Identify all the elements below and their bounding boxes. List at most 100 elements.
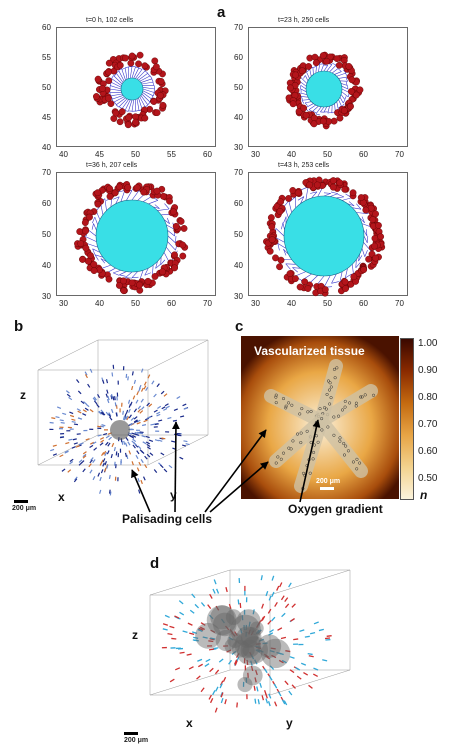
cell-marker	[57, 407, 61, 409]
panel-a-xtick: 30	[251, 150, 260, 159]
cell-marker	[85, 408, 88, 410]
cell-marker	[269, 596, 271, 601]
cell-marker	[143, 442, 146, 444]
panel-a-ytick: 70	[42, 168, 51, 177]
cell-marker	[281, 596, 284, 600]
cell-marker	[189, 667, 193, 669]
cell-marker	[209, 695, 211, 699]
cell-marker	[342, 279, 348, 285]
cell-marker	[255, 699, 256, 704]
cell-marker	[83, 410, 86, 412]
cell-marker	[147, 454, 150, 457]
cell-marker	[78, 411, 82, 413]
cell-marker	[178, 218, 184, 224]
cell-marker	[292, 604, 296, 608]
cell-marker	[95, 76, 101, 82]
panel-a-ytick: 50	[42, 83, 51, 92]
cell-marker	[135, 61, 141, 67]
cell-marker	[300, 105, 306, 111]
cell-marker	[116, 451, 117, 455]
cell-marker	[129, 451, 130, 455]
box-edge	[148, 435, 208, 465]
cell-marker	[320, 52, 326, 58]
cell-marker	[134, 380, 135, 384]
panel-c-scalebar-label: 200 μm	[316, 478, 340, 485]
cell-marker	[129, 400, 130, 404]
cell-marker	[305, 63, 311, 69]
cell-marker	[305, 636, 310, 637]
sphere-blob	[241, 636, 268, 663]
cell-marker	[71, 419, 75, 420]
cell-marker	[136, 282, 142, 288]
cell-marker	[61, 423, 65, 424]
cell-marker	[115, 402, 116, 406]
cell-marker	[108, 443, 110, 446]
cell-marker	[342, 285, 348, 291]
cell-marker	[158, 78, 164, 84]
cell-marker	[370, 216, 376, 222]
cell-marker	[289, 583, 292, 587]
cell-marker	[70, 462, 73, 464]
cell-marker	[78, 391, 81, 394]
cell-marker	[295, 190, 301, 196]
panel-label-c: c	[235, 318, 243, 335]
cell-marker	[103, 458, 105, 462]
cell-marker	[62, 413, 66, 414]
cell-marker	[297, 676, 301, 679]
cell-marker	[325, 638, 330, 639]
cell-marker	[122, 55, 128, 61]
cell-marker	[160, 193, 166, 199]
cell-marker	[171, 638, 176, 639]
cell-marker	[349, 77, 355, 83]
cell-marker	[73, 439, 77, 440]
cell-marker	[183, 404, 187, 406]
cell-marker	[145, 456, 148, 459]
cell-marker	[226, 587, 227, 592]
cell-marker	[131, 418, 134, 421]
cell-marker	[105, 468, 106, 472]
cell-marker	[77, 380, 79, 383]
panel-c-heatmap	[241, 336, 411, 499]
cell-marker	[82, 414, 86, 416]
cell-marker	[83, 452, 86, 454]
cell-marker	[269, 701, 271, 706]
cell-marker	[330, 177, 336, 183]
cell-marker	[129, 404, 130, 408]
cell-marker	[337, 180, 343, 186]
cell-marker	[313, 60, 319, 66]
cell-marker	[174, 409, 178, 410]
cell-marker	[341, 107, 347, 113]
cell-marker	[149, 404, 152, 407]
cell-marker	[115, 396, 116, 400]
panel-d-scalebar-label: 200 μm	[124, 737, 148, 744]
cell-marker	[197, 659, 202, 661]
panel-a-xtick: 30	[251, 299, 260, 308]
cell-marker	[134, 184, 140, 190]
panel-label-a: a	[217, 4, 225, 21]
cell-marker	[159, 269, 165, 275]
cell-marker	[141, 480, 142, 484]
panel-a-xtick: 70	[395, 299, 404, 308]
box-edge	[148, 340, 208, 370]
cell-marker	[303, 112, 309, 118]
cell-marker	[164, 469, 167, 472]
cell-marker	[93, 476, 95, 480]
cell-marker	[308, 654, 313, 655]
palisading-cells-label: Palisading cells	[122, 512, 212, 526]
cell-marker	[170, 679, 174, 682]
cell-marker	[107, 390, 108, 394]
cell-marker	[170, 626, 175, 627]
cell-marker	[141, 399, 143, 402]
cell-marker	[293, 639, 298, 640]
cell-marker	[139, 433, 143, 434]
cell-marker	[101, 469, 102, 473]
cell-marker	[281, 637, 286, 638]
panel-d-plot	[130, 565, 370, 745]
cell-marker	[150, 424, 154, 425]
cell-marker	[290, 657, 295, 659]
cell-marker	[144, 386, 146, 390]
cell-marker	[98, 473, 100, 477]
panel-b-axis-x: x	[58, 490, 65, 504]
panel-d-axis-x: x	[186, 716, 193, 730]
panel-a-xtick: 50	[323, 150, 332, 159]
